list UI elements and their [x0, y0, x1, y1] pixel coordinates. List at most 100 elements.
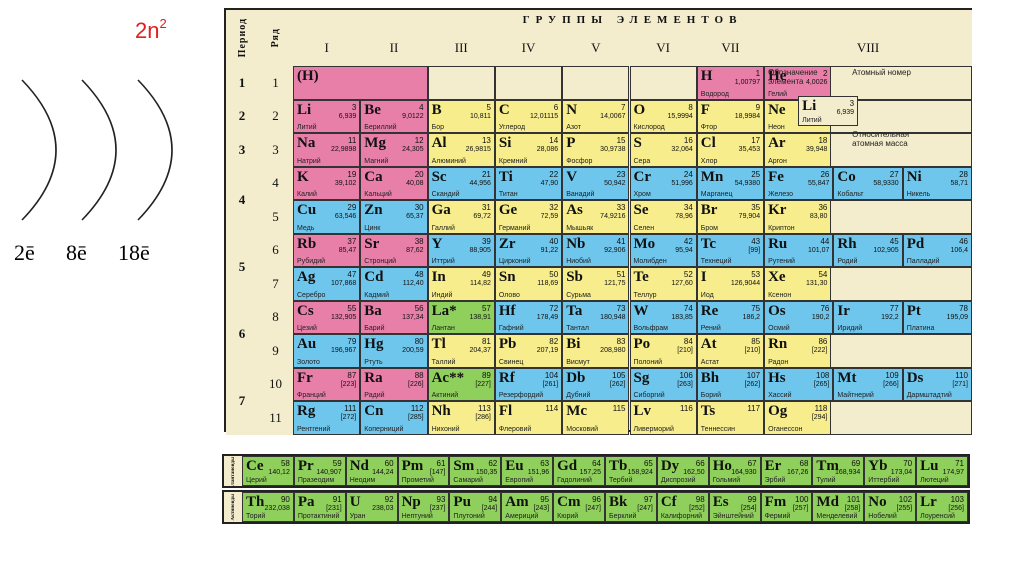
element-be[interactable]: Be 4 9,0122 Бериллий [360, 99, 428, 133]
element-k[interactable]: K 19 39,102 Калий [293, 166, 361, 200]
element-no[interactable]: No 102 [255] Нобелий [864, 492, 917, 522]
element-c[interactable]: C 6 12,01115 Углерод [494, 99, 563, 133]
element-li[interactable]: Li 3 6,939 Литий [293, 99, 361, 133]
element-h[interactable]: H 1 1,00797 Водород [696, 66, 765, 100]
element-s[interactable]: S 16 32,064 Сера [629, 133, 697, 167]
element-ta[interactable]: Ta 73 180,948 Тантал [562, 300, 630, 334]
element-lv[interactable]: Lv 116 Ливерморий [629, 401, 697, 435]
element-te[interactable]: Te 52 127,60 Теллур [629, 267, 697, 301]
element-kr[interactable]: Kr 36 83,80 Криптон [764, 200, 832, 234]
element-ni[interactable]: Ni 28 58,71 Никель [902, 166, 972, 200]
element-rb[interactable]: Rb 37 85,47 Рубидий [293, 233, 361, 267]
element-na[interactable]: Na 11 22,9898 Натрий [293, 133, 361, 167]
element-lr[interactable]: Lr 103 [256] Лоуренсий [916, 492, 968, 522]
element-sc[interactable]: Sc 21 44,956 Скандий [427, 166, 495, 200]
element-ga[interactable]: Ga 31 69,72 Галлий [427, 200, 495, 234]
element-nd[interactable]: Nd 60 144,24 Неодим [345, 456, 398, 486]
element-lu[interactable]: Lu 71 174,97 Лютеций [916, 456, 968, 486]
element-hs[interactable]: Hs 108 [265] Хассий [764, 367, 834, 401]
element-i[interactable]: I 53 126,9044 Иод [696, 267, 765, 301]
element-nh[interactable]: Nh 113 [286] Нихоний [427, 401, 495, 435]
element-au[interactable]: Au 79 196,967 Золото [293, 334, 361, 368]
element-md[interactable]: Md 101 [258] Менделевий [812, 492, 865, 522]
element-pm[interactable]: Pm 61 [147] Прометий [397, 456, 450, 486]
element-u[interactable]: U 92 238,03 Уран [345, 492, 398, 522]
element-fr[interactable]: Fr 87 [223] Франций [293, 367, 361, 401]
element-in[interactable]: In 49 114,82 Индий [427, 267, 495, 301]
element-ts[interactable]: Ts 117 Теннессин [696, 401, 765, 435]
element-at[interactable]: At 85 [210] Астат [696, 334, 765, 368]
element-mt[interactable]: Mt 109 [266] Майтнерий [833, 367, 903, 401]
element-pr[interactable]: Pr 59 140,907 Празеодим [293, 456, 346, 486]
element-ra[interactable]: Ra 88 [226] Радий [360, 367, 428, 401]
element-cl[interactable]: Cl 17 35,453 Хлор [696, 133, 765, 167]
element-tb[interactable]: Tb 65 158,924 Тербий [605, 456, 657, 486]
element-gd[interactable]: Gd 64 157,25 Гадолиний [553, 456, 605, 486]
element-bk[interactable]: Bk 97 [247] Берклий [605, 492, 657, 522]
element-sn[interactable]: Sn 50 118,69 Олово [494, 267, 563, 301]
element-se[interactable]: Se 34 78,96 Селен [629, 200, 697, 234]
element-pa[interactable]: Pa 91 [231] Протактиний [293, 492, 346, 522]
element-cr[interactable]: Cr 24 51,996 Хром [629, 166, 697, 200]
element-cm[interactable]: Cm 96 [247] Кюрий [553, 492, 605, 522]
element-w[interactable]: W 74 183,85 Вольфрам [629, 300, 697, 334]
element-fm[interactable]: Fm 100 [257] Фермий [760, 492, 813, 522]
element-sm[interactable]: Sm 62 150,35 Самарий [449, 456, 502, 486]
element-hg[interactable]: Hg 80 200,59 Ртуть [360, 334, 428, 368]
element-zr[interactable]: Zr 40 91,22 Цирконий [494, 233, 563, 267]
element-yb[interactable]: Yb 70 173,04 Иттербий [864, 456, 917, 486]
element-p[interactable]: P 15 30,9738 Фосфор [562, 133, 630, 167]
element-co[interactable]: Co 27 58,9330 Кобальт [833, 166, 903, 200]
element-si[interactable]: Si 14 28,086 Кремний [494, 133, 563, 167]
element-he[interactable]: He 2 4,0026 Гелий [764, 66, 832, 100]
element-sr[interactable]: Sr 38 87,62 Стронций [360, 233, 428, 267]
element-re[interactable]: Re 75 186,2 Рений [696, 300, 765, 334]
element-th[interactable]: Th 90 232,038 Торий [242, 492, 294, 522]
element-mc[interactable]: Mc 115 Московий [562, 401, 630, 435]
element-pt[interactable]: Pt 78 195,09 Платина [902, 300, 972, 334]
element-pd[interactable]: Pd 46 106,4 Палладий [902, 233, 972, 267]
element-rf[interactable]: Rf 104 [261] Резерфордий [494, 367, 563, 401]
element-tm[interactable]: Tm 69 168,934 Тулий [812, 456, 865, 486]
element-ba[interactable]: Ba 56 137,34 Барий [360, 300, 428, 334]
element-as[interactable]: As 33 74,9216 Мышьяк [562, 200, 630, 234]
element-sb[interactable]: Sb 51 121,75 Сурьма [562, 267, 630, 301]
element-og[interactable]: Og 118 [294] Оганессон [764, 401, 832, 435]
element-db[interactable]: Db 105 [262] Дубний [562, 367, 630, 401]
element-ir[interactable]: Ir 77 192,2 Иридий [833, 300, 903, 334]
element-er[interactable]: Er 68 167,26 Эрбий [760, 456, 813, 486]
element-hf[interactable]: Hf 72 178,49 Гафний [494, 300, 563, 334]
element-os[interactable]: Os 76 190,2 Осмий [764, 300, 834, 334]
element-es[interactable]: Es 99 [254] Эйнштейний [708, 492, 761, 522]
element-fl[interactable]: Fl 114 Флеровий [494, 401, 563, 435]
element-zn[interactable]: Zn 30 65,37 Цинк [360, 200, 428, 234]
element-cn[interactable]: Cn 112 [285] Коперниций [360, 401, 428, 435]
element-v[interactable]: V 23 50,942 Ванадий [562, 166, 630, 200]
element-nb[interactable]: Nb 41 92,906 Ниобий [562, 233, 630, 267]
element-rg[interactable]: Rg 111 [272] Рентгений [293, 401, 361, 435]
element-eu[interactable]: Eu 63 151,96 Европий [501, 456, 554, 486]
element-ru[interactable]: Ru 44 101,07 Рутений [764, 233, 834, 267]
element-dy[interactable]: Dy 66 162,50 Диспрозий [656, 456, 709, 486]
element-la[interactable]: La* 57 138,91 Лантан [427, 300, 495, 334]
element-am[interactable]: Am 95 [243] Америций [501, 492, 554, 522]
element-rn[interactable]: Rn 86 [222] Радон [764, 334, 832, 368]
element-ar[interactable]: Ar 18 39,948 Аргон [764, 133, 832, 167]
element-cf[interactable]: Cf 98 [252] Калифорний [656, 492, 709, 522]
element-mo[interactable]: Mo 42 95,94 Молибден [629, 233, 697, 267]
element-bh[interactable]: Bh 107 [262] Борий [696, 367, 765, 401]
element-cd[interactable]: Cd 48 112,40 Кадмий [360, 267, 428, 301]
element-mn[interactable]: Mn 25 54,9380 Марганец [696, 166, 765, 200]
element-ac[interactable]: Ac** 89 [227] Актиний [427, 367, 495, 401]
element-np[interactable]: Np 93 [237] Нептуний [397, 492, 450, 522]
element-fe[interactable]: Fe 26 55,847 Железо [764, 166, 834, 200]
element-br[interactable]: Br 35 79,904 Бром [696, 200, 765, 234]
element-mg[interactable]: Mg 12 24,305 Магний [360, 133, 428, 167]
element-xe[interactable]: Xe 54 131,30 Ксенон [764, 267, 832, 301]
element-ge[interactable]: Ge 32 72,59 Германий [494, 200, 563, 234]
element-cu[interactable]: Cu 29 63,546 Медь [293, 200, 361, 234]
element-pb[interactable]: Pb 82 207,19 Свинец [494, 334, 563, 368]
element-cs[interactable]: Cs 55 132,905 Цезий [293, 300, 361, 334]
element-sg[interactable]: Sg 106 [263] Сиборгий [629, 367, 697, 401]
element-bi[interactable]: Bi 83 208,980 Висмут [562, 334, 630, 368]
